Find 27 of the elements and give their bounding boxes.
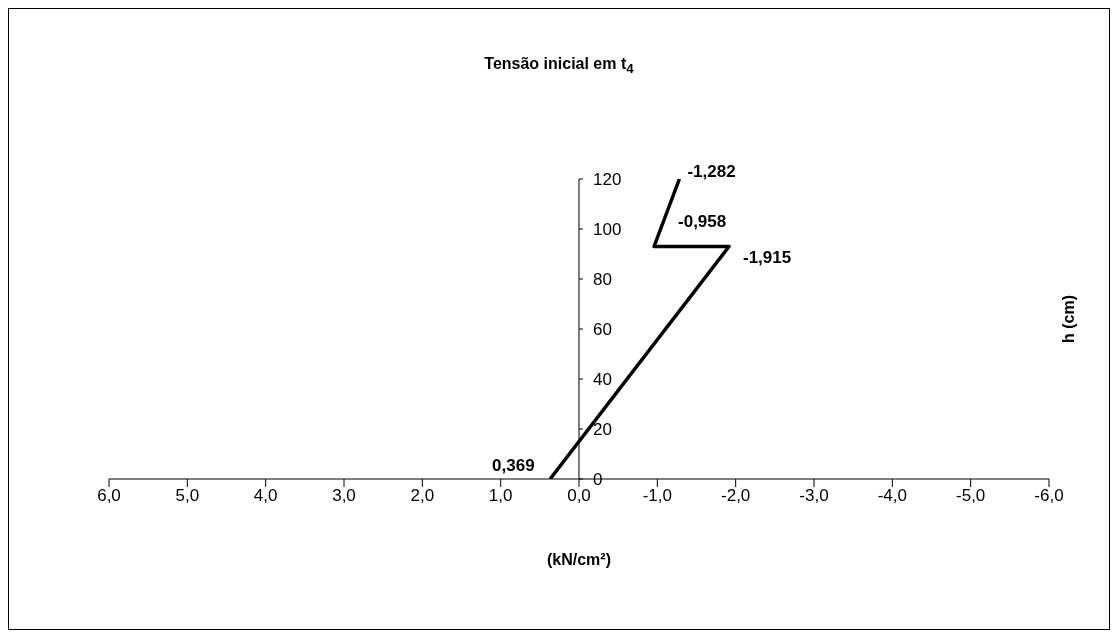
- x-tick-label: -4,0: [877, 486, 907, 506]
- x-tick-label: 1,0: [488, 486, 513, 506]
- x-axis-title: (kN/cm²): [546, 551, 612, 569]
- y-tick-label: 20: [593, 420, 612, 440]
- chart-title: Tensão inicial em t$_{4}$: [483, 55, 635, 77]
- x-tick-label: 0,0: [567, 486, 591, 506]
- annotation: -1,915: [743, 247, 792, 267]
- y-tick-label: 80: [593, 270, 612, 290]
- x-tick-label: -5,0: [956, 486, 986, 506]
- x-tick-label: 3,0: [332, 486, 356, 506]
- x-tick-label: 2,0: [410, 486, 435, 506]
- y-axis-title: h (cm): [1060, 295, 1078, 343]
- x-tick-label: 4,0: [253, 486, 278, 506]
- annotation: -1,282: [687, 162, 736, 182]
- x-tick-label: -3,0: [799, 486, 829, 506]
- x-tick-label: 6,0: [97, 486, 121, 506]
- y-tick-label: 0: [593, 470, 603, 490]
- x-tick-label: 5,0: [175, 486, 200, 506]
- x-tick-label: -6,0: [1034, 486, 1064, 506]
- annotation: 0,369: [492, 456, 535, 476]
- x-tick-label: -2,0: [721, 486, 751, 506]
- y-tick-label: 40: [593, 370, 612, 390]
- y-tick-label: 120: [593, 170, 622, 190]
- y-tick-label: 60: [593, 320, 612, 340]
- y-tick-label: 100: [593, 220, 622, 240]
- x-tick-label: -1,0: [642, 486, 672, 506]
- annotation: -0,958: [678, 211, 727, 231]
